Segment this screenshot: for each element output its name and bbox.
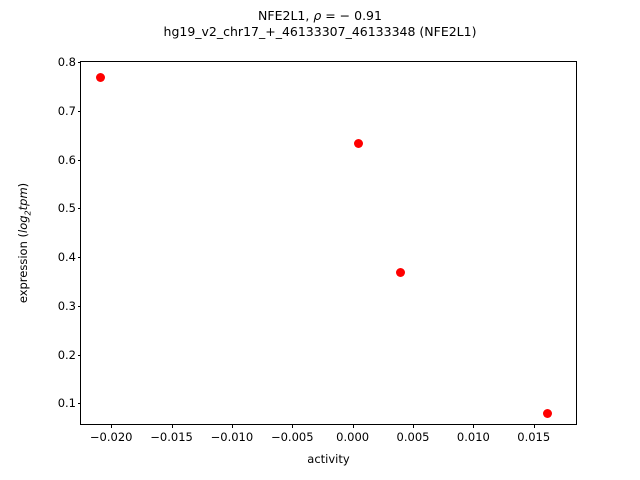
chart-title-line-2: hg19_v2_chr17_+_46133307_46133348 (NFE2L… [163, 24, 477, 40]
y-axis-tick-mark [77, 208, 81, 210]
y-axis-unit-rest: tpm [16, 187, 30, 211]
y-axis-tick-label: 0.4 [57, 250, 76, 265]
scatter-plot-area [81, 62, 576, 424]
y-axis-tick-mark [77, 305, 81, 307]
x-axis-tick-mark [231, 424, 233, 428]
gene-name: NFE2L1 [258, 8, 306, 23]
y-axis-tick-label: 0.8 [57, 55, 76, 69]
x-axis-tick-mark [473, 424, 475, 428]
y-axis-tick-label: 0.1 [57, 396, 76, 411]
scatter-point [542, 409, 552, 419]
x-axis-tick-mark [413, 424, 415, 428]
x-axis-tick-label: −0.015 [150, 430, 193, 444]
y-axis-tick-mark [77, 62, 81, 64]
x-axis-tick-label: −0.005 [270, 430, 314, 444]
x-axis-tick-mark [352, 424, 354, 428]
x-axis-tick-mark [533, 424, 535, 428]
scatter-point [95, 73, 105, 83]
x-axis-tick-mark [292, 424, 294, 428]
x-axis-tick-label: 0.005 [396, 430, 430, 444]
x-axis-tick-label: −0.020 [89, 430, 133, 444]
title-comma: , [305, 8, 314, 23]
y-axis-tick-label: 0.5 [57, 201, 76, 216]
scatter-point [354, 138, 364, 148]
y-axis-tick-mark [77, 257, 81, 259]
x-axis-tick-mark [171, 424, 173, 428]
y-axis-unit-base: log [16, 215, 30, 233]
y-axis-label: expression (log2tpm) [16, 61, 38, 425]
y-axis-tick-label: 0.7 [57, 103, 76, 118]
x-axis-tick-label: −0.010 [210, 430, 254, 444]
chart-title-line-1: NFE2L1, ρ = − 0.91 [0, 8, 640, 24]
rho-value: − 0.91 [339, 8, 382, 23]
y-axis-tick-mark [77, 354, 81, 356]
y-axis-tick-label: 0.2 [57, 347, 76, 362]
y-axis-tick-mark [77, 110, 81, 112]
x-axis-tick-mark [111, 424, 113, 428]
rho-symbol: ρ [313, 8, 322, 23]
x-axis-tick-label: 0.010 [456, 430, 490, 444]
plot-axes-frame: 0.1 0.2 0.3 0.4 0.5 0.6 0.7 0.8 −0.020 −0.015 −0.0… [58, 55, 577, 444]
x-axis-tick-label: 0.015 [517, 430, 551, 444]
equals-sign: = [321, 8, 340, 23]
y-axis-tick-mark [77, 403, 81, 405]
y-axis-unit-subscript: 2 [23, 210, 33, 216]
scatter-point [396, 268, 406, 278]
chart-title: NFE2L1, ρ = − 0.91 hg19_v2_chr17_+_46133… [0, 8, 640, 41]
y-axis-tick-label: 0.6 [57, 152, 76, 167]
y-axis-label-prefix: expression ( [16, 232, 30, 304]
y-axis-label-unit: log2tpm [16, 187, 33, 233]
x-axis-label: activity [307, 452, 350, 466]
y-axis-tick-label: 0.3 [57, 298, 76, 313]
y-axis-tick-mark [77, 159, 81, 161]
x-axis-tick-label: 0.000 [336, 430, 370, 444]
y-axis-label-suffix: ) [16, 182, 30, 188]
